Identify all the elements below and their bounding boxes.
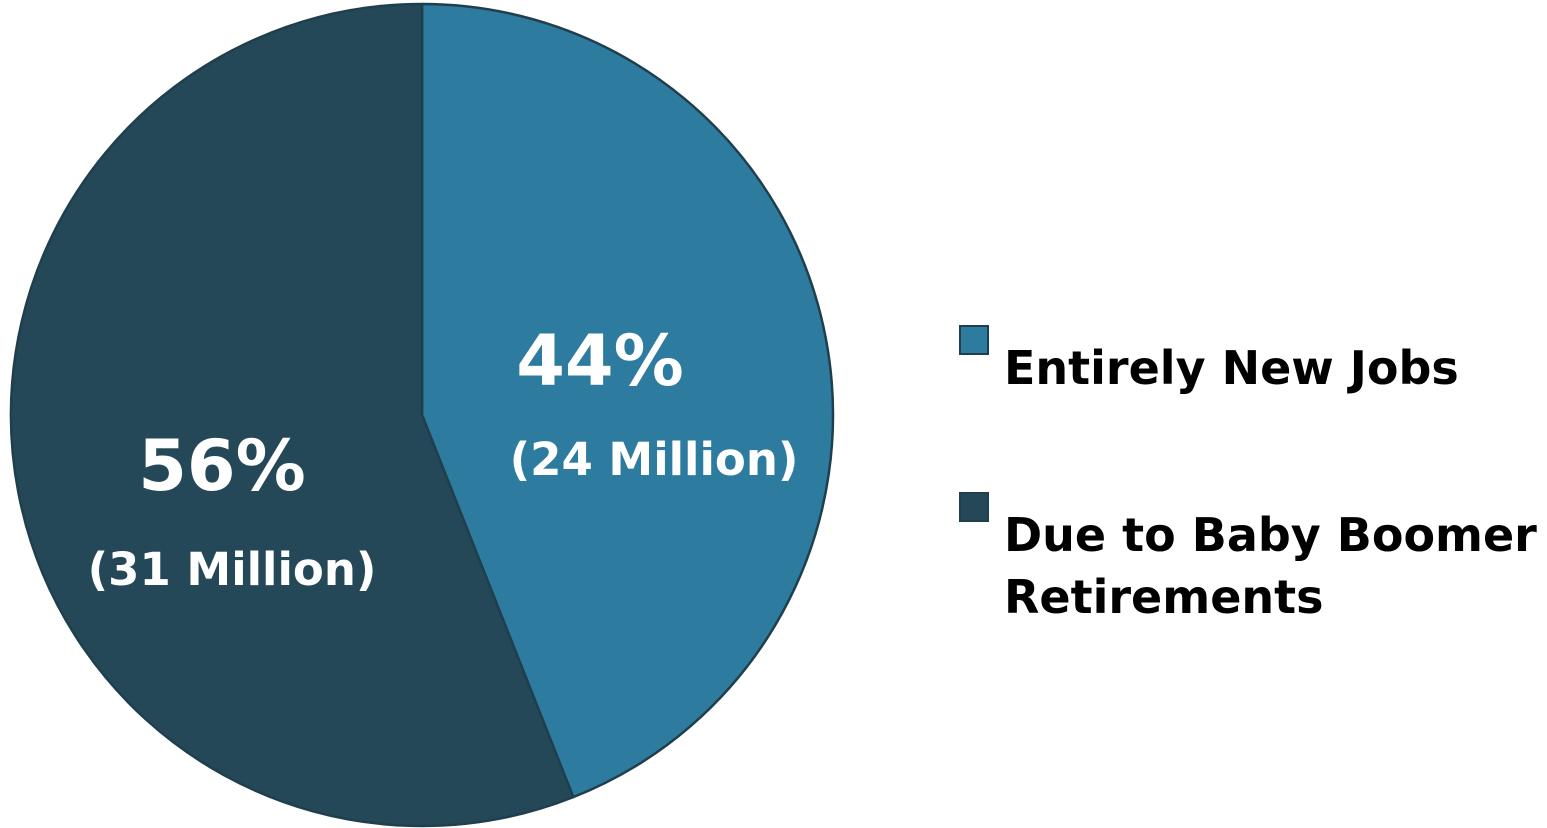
slice-percent-label: 56% xyxy=(138,425,306,507)
legend-item: Entirely New Jobs xyxy=(959,325,1459,395)
legend-label: Due to Baby Boomer xyxy=(1004,508,1537,562)
legend-label: Retirements xyxy=(1004,570,1324,624)
legend-swatch xyxy=(959,325,989,355)
pie-slices xyxy=(9,2,835,828)
legend: Entirely New Jobs Due to Baby Boomer Retir… xyxy=(959,325,1537,624)
pie-slice-due-to-baby-boomer-retirements xyxy=(9,2,575,828)
legend-swatch xyxy=(959,492,989,522)
slice-value-label: (24 Million) xyxy=(510,433,799,486)
pie-slice-labels: 44% (24 Million) 56% (31 Million) xyxy=(88,320,799,596)
slice-value-label: (31 Million) xyxy=(88,543,377,596)
pie-slice-entirely-new-jobs xyxy=(420,2,835,799)
legend-item: Due to Baby Boomer Retirements xyxy=(959,492,1537,624)
legend-label: Entirely New Jobs xyxy=(1004,341,1459,395)
slice-percent-label: 44% xyxy=(516,320,684,402)
